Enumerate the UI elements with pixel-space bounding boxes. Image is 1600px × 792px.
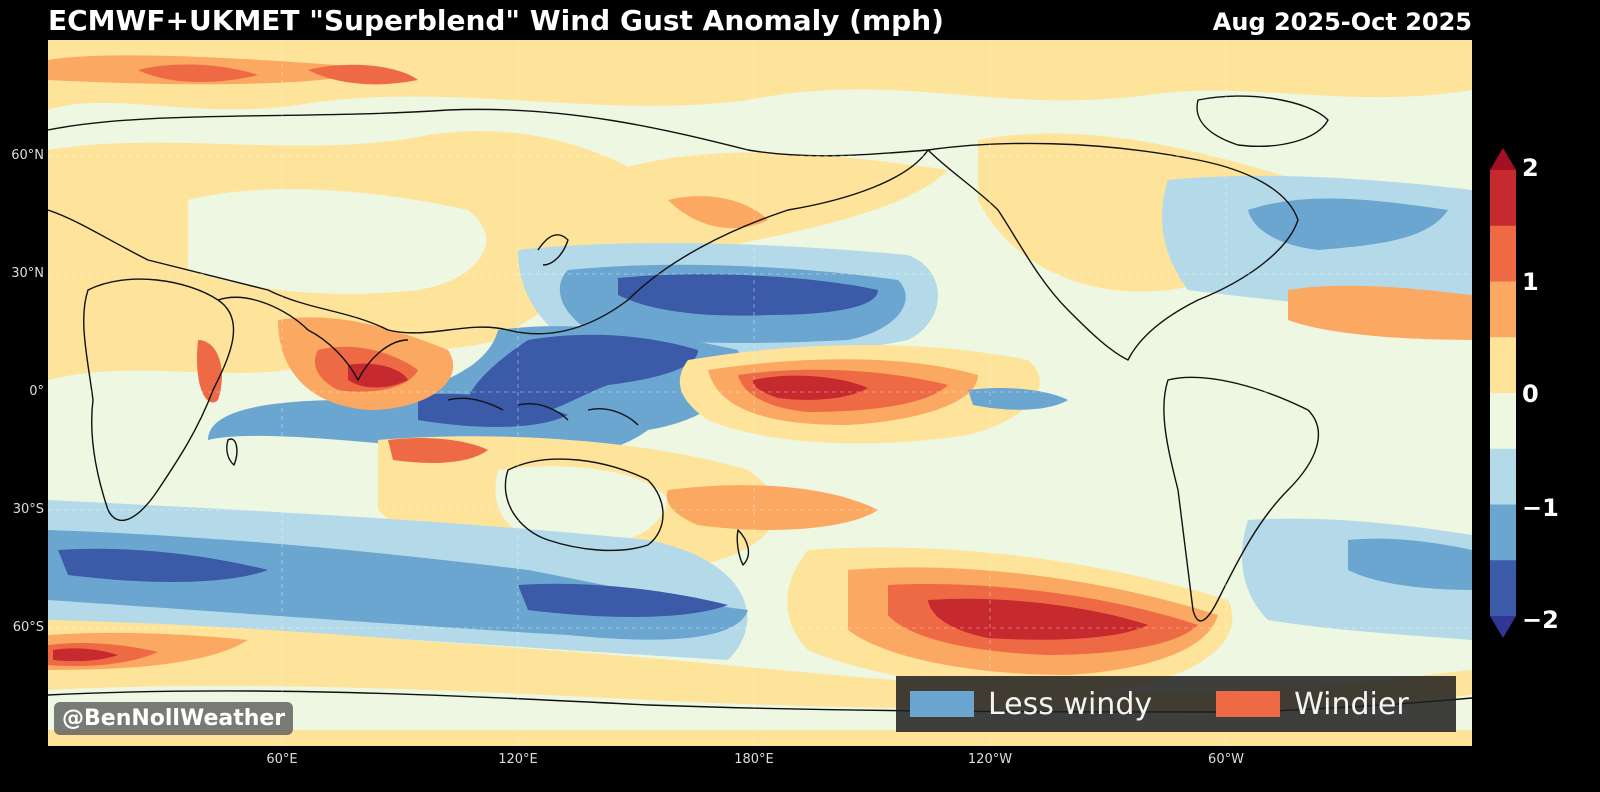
atlantic-neg: [1248, 198, 1448, 250]
south-america-coast: [1163, 376, 1320, 622]
colorbar-segment: [1490, 337, 1516, 394]
atlantic-pos: [1288, 285, 1472, 340]
antarctic-windy-core: [53, 648, 118, 662]
colorbar-label-2: 2: [1522, 154, 1539, 182]
lon-label-180e: 180°E: [734, 752, 774, 767]
indonesia-coast: [447, 397, 639, 426]
antarctica-beige-edge: [48, 730, 1472, 746]
colorbar-segment: [1490, 170, 1516, 227]
greenland-coast: [1196, 95, 1329, 147]
legend-swatch-windier: [1216, 691, 1281, 717]
north-america-coast: [927, 142, 1299, 361]
colorbar-extend-max: [1490, 148, 1516, 170]
graticule: [48, 40, 1472, 746]
madagascar-coast: [226, 438, 238, 466]
arctic-red-2: [308, 64, 418, 85]
lat-label-equator: 0°: [29, 384, 44, 399]
colorbar-segment: [1490, 281, 1516, 338]
colorbar: [1490, 148, 1516, 638]
n-pacific-strong-neg: [618, 274, 878, 316]
australia-coast: [504, 458, 664, 552]
southern-ocean-strong-neg-2: [518, 583, 728, 617]
anomaly-map: [48, 40, 1472, 746]
colorbar-segment: [1490, 225, 1516, 282]
indian-ocean-strong-pos: [348, 363, 408, 388]
legend: Less windy Windier: [896, 676, 1456, 732]
legend-swatch-less-windy: [910, 691, 974, 717]
s-indian-pos: [388, 438, 488, 463]
lat-label-60n: 60°N: [11, 148, 44, 163]
colorbar-label-minus1: −1: [1522, 494, 1559, 522]
legend-label-windier: Windier: [1294, 686, 1409, 722]
indonesia-strong-neg: [418, 393, 568, 427]
s-pacific-windier-core: [928, 598, 1148, 640]
colorbar-segment: [1490, 448, 1516, 505]
period-label: Aug 2025-Oct 2025: [1212, 8, 1472, 36]
colorbar-extend-min: [1490, 616, 1516, 638]
legend-label-less-windy: Less windy: [988, 686, 1153, 722]
australia-neutral: [495, 466, 668, 547]
lat-label-60s: 60°S: [12, 620, 44, 635]
eq-pacific-very-strong-pos: [752, 375, 868, 400]
southern-ocean-strong-neg-1: [58, 548, 268, 582]
arabia-india-coast: [217, 296, 409, 381]
colorbar-segment: [1490, 560, 1516, 617]
lon-label-120e: 120°E: [498, 752, 538, 767]
lon-label-120w: 120°W: [967, 752, 1013, 767]
colorbar-label-minus2: −2: [1522, 606, 1559, 634]
colorbar-label-0: 0: [1522, 380, 1539, 408]
lon-label-60w: 60°W: [1208, 752, 1244, 767]
japan-coast: [537, 234, 569, 266]
africa-coast-pos: [197, 340, 222, 403]
arctic-red-1: [138, 64, 258, 82]
n-pacific-pos: [668, 196, 768, 229]
maritime-strong-neg: [467, 334, 698, 420]
s-pacific-pos: [666, 485, 878, 530]
new-zealand-coast: [736, 529, 750, 566]
colorbar-label-1: 1: [1522, 268, 1539, 296]
eurasia-light: [188, 189, 487, 294]
colorbar-segment: [1490, 393, 1516, 450]
n-pacific-beige: [588, 152, 948, 252]
eurasia-coast: [48, 108, 929, 335]
lat-label-30s: 30°S: [12, 502, 44, 517]
africa-coast: [83, 278, 235, 522]
s-atlantic-neg-core: [1348, 538, 1472, 590]
map-title: ECMWF+UKMET "Superblend" Wind Gust Anoma…: [48, 4, 944, 37]
credit-badge: @BenNollWeather: [54, 702, 294, 735]
arctic-pos-band: [48, 40, 1472, 110]
lon-label-60e: 60°E: [266, 752, 298, 767]
eq-pacific-neg-spot: [968, 388, 1068, 410]
colorbar-segment: [1490, 504, 1516, 561]
lat-label-30n: 30°N: [11, 266, 44, 281]
